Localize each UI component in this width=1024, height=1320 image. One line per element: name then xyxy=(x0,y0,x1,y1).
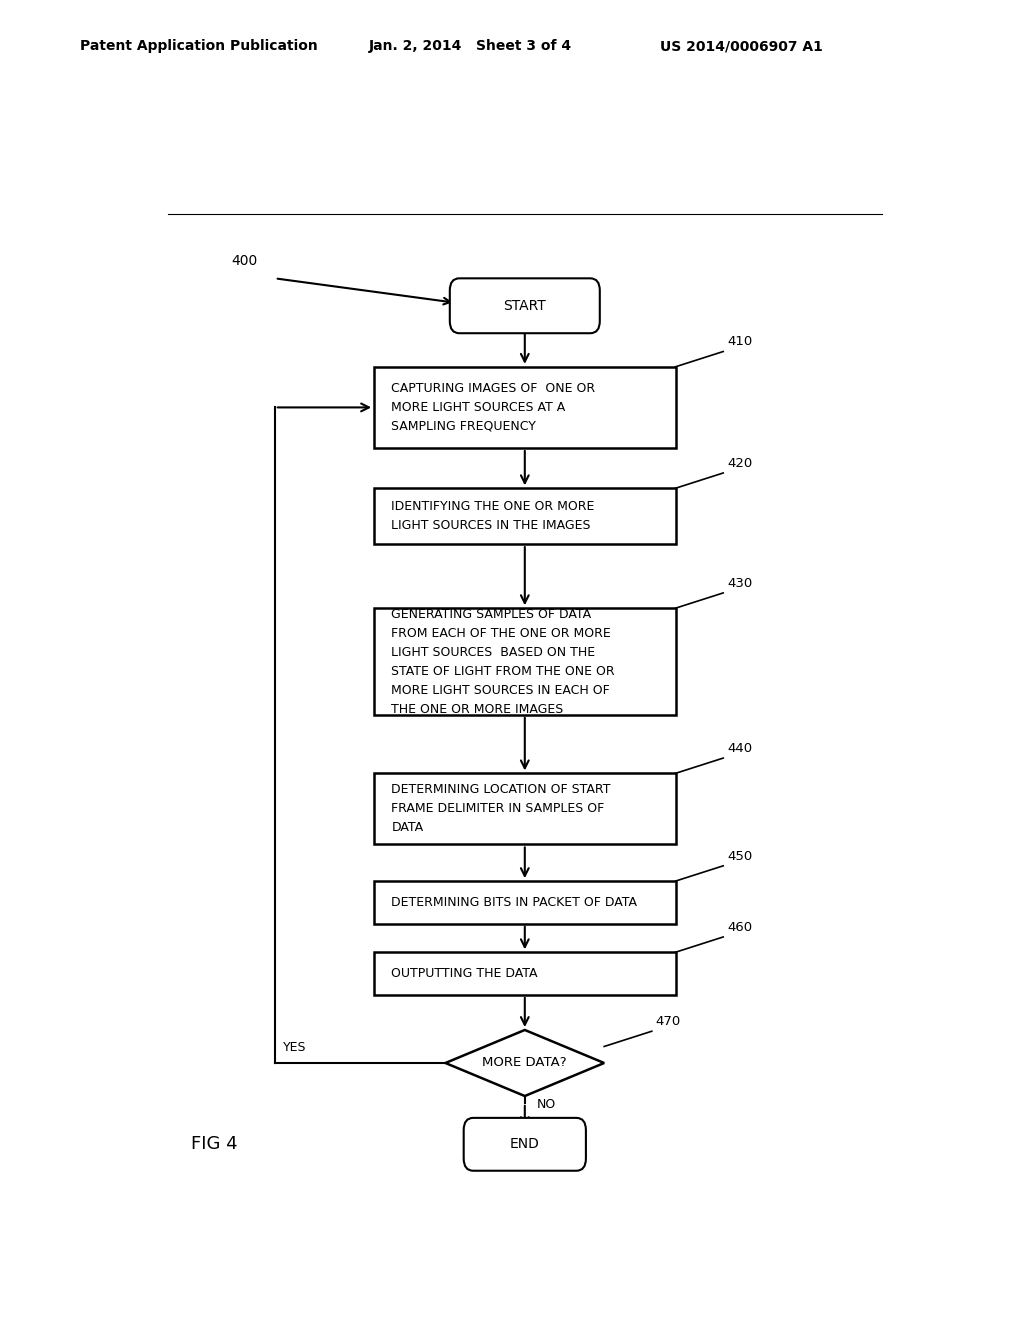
Bar xyxy=(374,488,676,544)
Text: 430: 430 xyxy=(727,577,753,590)
Text: 460: 460 xyxy=(727,921,753,935)
Text: YES: YES xyxy=(283,1040,306,1053)
Text: GENERATING SAMPLES OF DATA
FROM EACH OF THE ONE OR MORE
LIGHT SOURCES  BASED ON : GENERATING SAMPLES OF DATA FROM EACH OF … xyxy=(391,607,615,715)
Polygon shape xyxy=(445,1030,604,1096)
Bar xyxy=(374,774,676,845)
Text: Patent Application Publication: Patent Application Publication xyxy=(80,40,317,53)
Text: MORE DATA?: MORE DATA? xyxy=(482,1056,567,1069)
Text: Jan. 2, 2014   Sheet 3 of 4: Jan. 2, 2014 Sheet 3 of 4 xyxy=(369,40,571,53)
Text: NO: NO xyxy=(537,1098,556,1111)
Text: START: START xyxy=(504,298,546,313)
Text: 440: 440 xyxy=(727,742,753,755)
Text: OUTPUTTING THE DATA: OUTPUTTING THE DATA xyxy=(391,968,538,979)
Text: DETERMINING BITS IN PACKET OF DATA: DETERMINING BITS IN PACKET OF DATA xyxy=(391,896,638,909)
Text: FIG 4: FIG 4 xyxy=(191,1135,239,1154)
Text: 410: 410 xyxy=(727,335,753,348)
Text: 400: 400 xyxy=(231,255,257,268)
Text: 420: 420 xyxy=(727,457,753,470)
Bar xyxy=(374,367,676,447)
Bar xyxy=(374,609,676,715)
FancyBboxPatch shape xyxy=(464,1118,586,1171)
Text: US 2014/0006907 A1: US 2014/0006907 A1 xyxy=(660,40,823,53)
FancyBboxPatch shape xyxy=(450,279,600,333)
Text: CAPTURING IMAGES OF  ONE OR
MORE LIGHT SOURCES AT A
SAMPLING FREQUENCY: CAPTURING IMAGES OF ONE OR MORE LIGHT SO… xyxy=(391,381,596,433)
Text: 470: 470 xyxy=(655,1015,681,1028)
Bar xyxy=(374,952,676,995)
Text: END: END xyxy=(510,1138,540,1151)
Bar xyxy=(374,880,676,924)
Text: DETERMINING LOCATION OF START
FRAME DELIMITER IN SAMPLES OF
DATA: DETERMINING LOCATION OF START FRAME DELI… xyxy=(391,783,611,834)
Text: IDENTIFYING THE ONE OR MORE
LIGHT SOURCES IN THE IMAGES: IDENTIFYING THE ONE OR MORE LIGHT SOURCE… xyxy=(391,500,595,532)
Text: 450: 450 xyxy=(727,850,753,863)
